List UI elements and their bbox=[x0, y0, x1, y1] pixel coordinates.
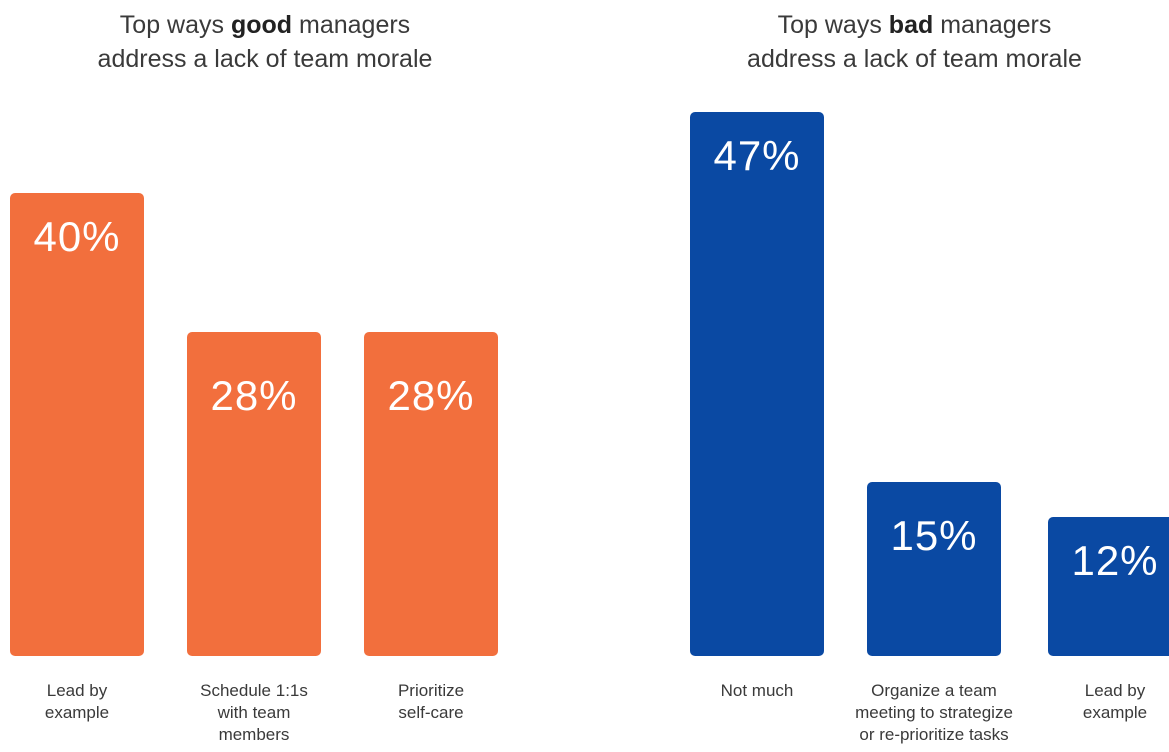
category-label: Not much bbox=[657, 680, 857, 702]
title-emphasis: good bbox=[230, 11, 293, 39]
bar: 47% bbox=[690, 112, 824, 656]
category-label-line: example bbox=[1082, 703, 1148, 722]
category-label: Organize a team meeting to strategize or r… bbox=[834, 680, 1034, 746]
good-managers-chart: Top ways good managers address a lack of… bbox=[0, 0, 530, 752]
bar: 28% bbox=[364, 331, 498, 656]
category-label-line: Lead by bbox=[1084, 681, 1146, 700]
title-text: Top ways bbox=[777, 11, 889, 39]
chart-title: Top ways good managers address a lack of… bbox=[0, 8, 530, 76]
bar-value-label: 47% bbox=[713, 132, 801, 179]
category-label-line: Not much bbox=[720, 681, 794, 700]
category-label-line: Prioritize bbox=[397, 681, 465, 700]
category-label-line: Schedule 1:1s bbox=[200, 681, 308, 700]
bar-value-label: 12% bbox=[1071, 537, 1159, 585]
category-label-line: self-care bbox=[398, 703, 464, 722]
category-label: Schedule 1:1s with team members bbox=[174, 680, 334, 746]
category-label-line: meeting to strategize bbox=[855, 703, 1013, 722]
category-label-line: Organize a team bbox=[871, 681, 997, 700]
title-emphasis: bad bbox=[888, 11, 934, 39]
title-text: managers bbox=[933, 11, 1052, 39]
bar-value-label: 28% bbox=[387, 371, 475, 419]
category-label: Lead by example bbox=[0, 680, 157, 724]
category-label-line: with team bbox=[217, 703, 291, 722]
bar: 40% bbox=[10, 193, 144, 656]
category-label-line: or re-prioritize tasks bbox=[859, 725, 1009, 744]
bar-value-label: 40% bbox=[33, 213, 121, 261]
bar-value-label: 15% bbox=[890, 512, 978, 560]
bar: 28% bbox=[187, 331, 321, 656]
category-label: Prioritize self-care bbox=[351, 680, 511, 724]
chart-title: Top ways bad managers address a lack of … bbox=[660, 8, 1169, 76]
bar: 15% bbox=[867, 482, 1001, 656]
bar: 12% bbox=[1048, 517, 1169, 656]
bar-value-label: 28% bbox=[210, 371, 298, 419]
title-text: address a lack of team morale bbox=[747, 45, 1082, 73]
title-text: Top ways bbox=[119, 11, 231, 39]
title-text: address a lack of team morale bbox=[97, 45, 433, 73]
category-label-line: members bbox=[218, 725, 290, 744]
category-label: Lead by example bbox=[1015, 680, 1169, 724]
category-label-line: Lead by bbox=[46, 681, 108, 700]
title-text: managers bbox=[292, 11, 411, 39]
category-label-line: example bbox=[44, 703, 110, 722]
bad-managers-chart: Top ways bad managers address a lack of … bbox=[660, 0, 1169, 752]
